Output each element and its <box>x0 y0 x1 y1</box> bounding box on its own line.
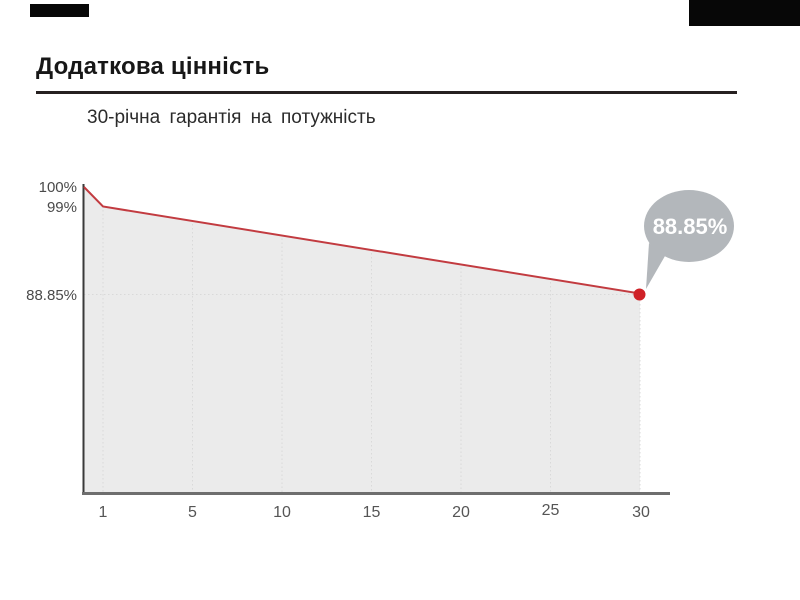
page-title: Додаткова цінність <box>36 53 270 80</box>
scan-artifact-top-left <box>30 4 89 17</box>
x-tick-label: 10 <box>273 504 291 521</box>
data-point-dot <box>633 288 646 301</box>
chart-subtitle: 30-річна гарантія на потужність <box>87 107 376 128</box>
scan-artifact-top-right <box>689 0 800 26</box>
callout-value-label: 88.85% <box>653 214 728 239</box>
area-fill <box>84 188 640 493</box>
x-gridlines <box>102 210 641 492</box>
y-tick-label: 88.85% <box>26 287 77 304</box>
x-tick-label: 20 <box>452 504 470 521</box>
x-tick-label: 5 <box>188 504 197 521</box>
y-tick-label: 99% <box>47 199 77 216</box>
x-tick-label: 25 <box>542 502 560 519</box>
x-tick-label: 15 <box>363 504 381 521</box>
power-warranty-line <box>83 186 641 295</box>
callout-bubble <box>644 190 734 262</box>
x-tick-label: 1 <box>99 504 108 521</box>
callout-tail <box>646 243 665 289</box>
x-tick-label: 30 <box>632 504 650 521</box>
y-tick-label: 100% <box>39 179 77 196</box>
title-underline <box>36 91 737 94</box>
